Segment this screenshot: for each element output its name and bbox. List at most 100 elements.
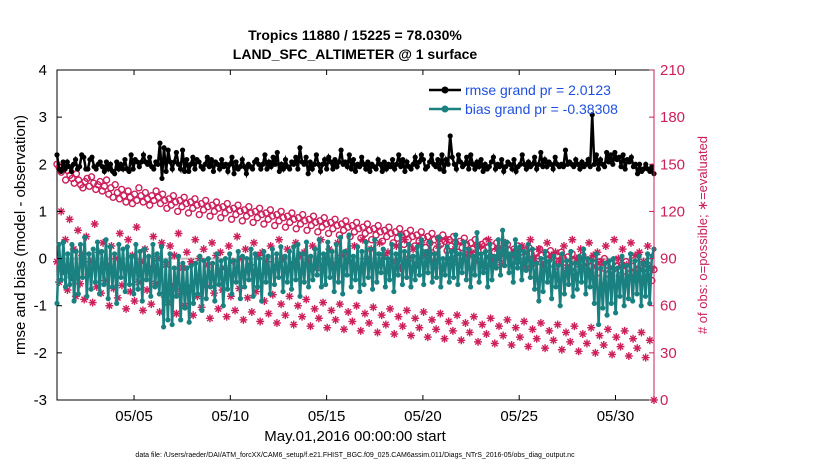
rmse-point [165,147,171,153]
rmse-point [293,154,299,160]
bias-point [65,251,71,257]
bias-point [186,319,192,325]
bias-point [231,258,237,264]
bias-point [103,237,109,243]
possible-obs-point [279,214,287,222]
bias-point [463,277,469,283]
rmse-point [540,164,546,170]
evaluated-obs-point [436,309,445,318]
evaluated-obs-point [499,331,508,340]
bias-point [542,248,548,255]
rmse-point [501,168,507,174]
rmse-point [622,166,628,172]
rmse-point [525,159,532,165]
bias-point [508,251,514,257]
rmse-point [243,171,249,177]
bias-point [536,298,542,304]
possible-obs-point [245,203,253,211]
x-axis-label: May.01,2016 00:00:00 start [264,428,446,445]
bias-point [487,241,493,248]
rmse-point [377,161,383,167]
bias-point [640,260,646,266]
rmse-point [560,164,567,170]
bias-point [344,272,350,278]
bias-point [529,246,536,252]
rmse-point [373,166,379,172]
rmse-point [573,156,579,163]
rmse-point [634,171,641,177]
bias-point [109,284,116,290]
bias-point [254,284,261,290]
rmse-point [169,166,175,172]
rmse-point [447,133,453,139]
rmse-point [278,161,284,167]
evaluated-obs-point [373,328,382,337]
possible-obs-point [258,210,266,219]
possible-obs-point [227,215,236,223]
bias-point [303,239,310,245]
bias-point [632,258,638,264]
evaluated-obs-point [601,242,610,250]
evaluated-obs-point [275,235,284,244]
rmse-point [200,166,206,172]
rmse-point [276,168,282,174]
rmse-point [379,168,385,174]
bias-point [107,244,113,250]
evaluated-obs-point [603,325,612,334]
rmse-point [618,164,624,170]
bias-point [374,279,380,285]
bias-point [606,258,612,264]
rmse-point [311,161,317,167]
evaluated-obs-point [375,238,384,247]
rmse-point [93,166,99,172]
bias-point [444,244,450,250]
evaluated-obs-point [587,323,596,332]
bias-point [312,246,318,252]
rmse-point [610,161,616,167]
evaluated-obs-point [174,229,183,238]
rmse-point [268,164,274,170]
bias-point [598,265,604,271]
rmse-point [544,164,550,170]
bias-point [79,274,86,281]
bias-point [58,277,64,283]
rmse-point [620,152,626,158]
bias-point [288,286,295,292]
bias-point [365,274,371,281]
rmse-point [81,154,87,160]
rmse-point [404,159,410,165]
evaluated-obs-point [348,317,357,326]
evaluated-obs-point [339,325,348,334]
bias-point [210,260,216,266]
bias-point [111,251,118,257]
bias-point [224,286,231,292]
rmse-point [466,166,472,172]
y-tick-label: -3 [34,392,47,409]
rmse-point [167,159,173,165]
rmse-point [62,166,68,172]
evaluated-obs-point [545,326,554,335]
rmse-point [202,161,208,167]
rmse-point [291,161,297,167]
rmse-point [441,168,447,174]
bias-point [333,241,339,248]
evaluated-obs-point [494,322,503,331]
bias-point [397,232,403,238]
x-tick-label: 05/20 [404,408,442,425]
bias-point [188,263,194,269]
bias-point [399,281,406,288]
bias-point [497,272,504,278]
rmse-point [262,152,268,158]
rmse-point [313,152,319,158]
evaluated-obs-point [73,226,82,235]
rmse-point [641,166,647,172]
bias-point [284,279,290,285]
bias-point [282,253,288,259]
bias-point [192,260,199,266]
bias-point [410,253,416,259]
bias-point [589,258,595,264]
evaluated-obs-point [461,319,470,327]
y2-tick-label: 150 [660,156,685,173]
bias-point [152,284,158,290]
rmse-point [328,159,334,165]
